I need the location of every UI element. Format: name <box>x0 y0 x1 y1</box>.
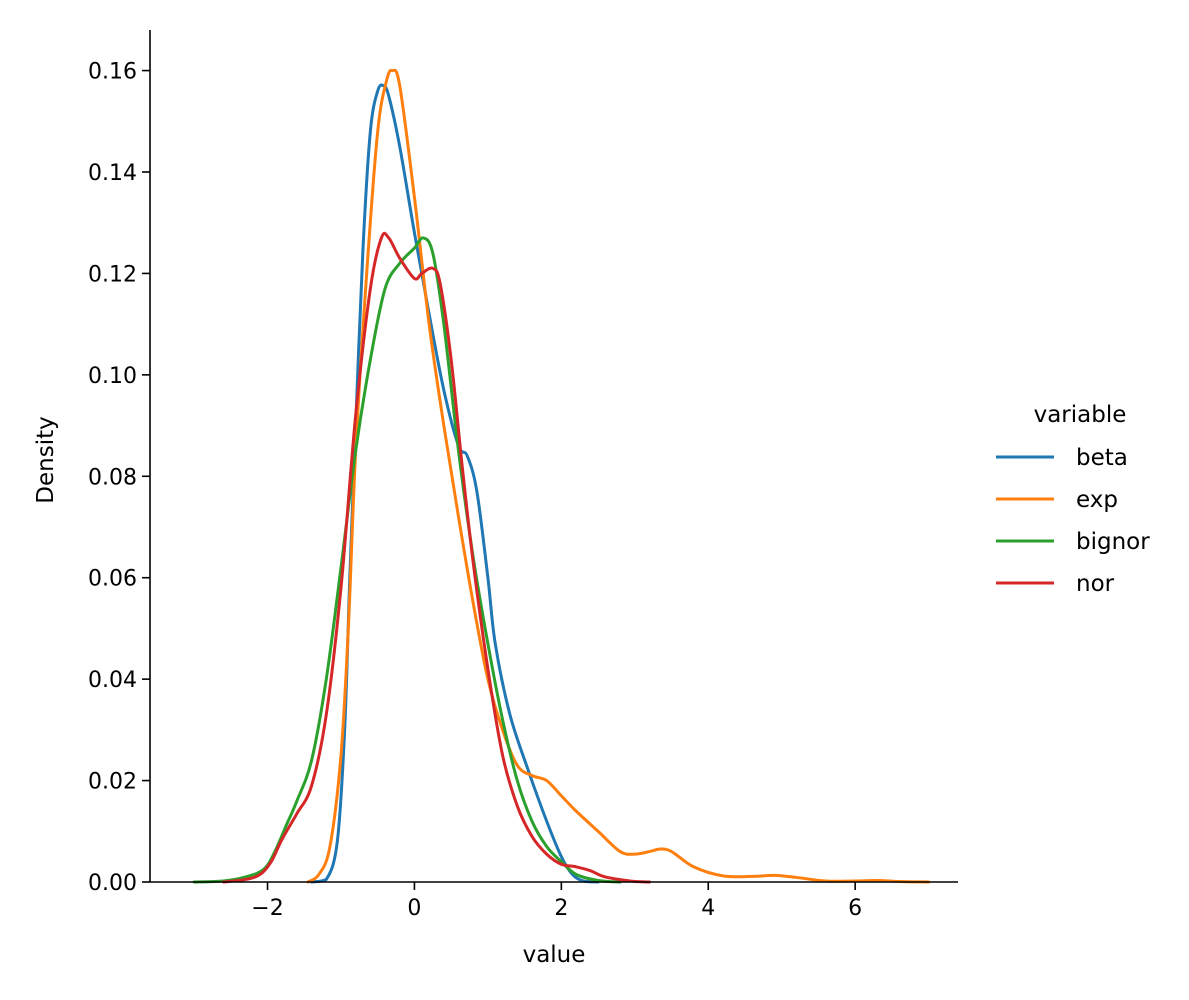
axes <box>149 30 958 883</box>
y-ticks: 0.00 0.02 0.04 0.06 0.08 0.10 0.12 0.14 0.16 <box>88 60 150 896</box>
x-tick-label: −2 <box>251 896 283 921</box>
legend-label-exp: exp <box>1076 487 1118 513</box>
y-tick-label: 0.10 <box>88 364 137 389</box>
legend-label-bignor: bignor <box>1076 529 1150 555</box>
y-axis-label: Density <box>33 416 59 503</box>
series-line-nor <box>221 231 651 884</box>
y-tick-label: 0.16 <box>88 60 137 85</box>
y-tick-label: 0.14 <box>88 161 137 186</box>
x-axis-label: value <box>523 942 586 968</box>
series-line-bignor <box>192 236 622 884</box>
x-tick-label: 2 <box>554 896 568 921</box>
legend-label-nor: nor <box>1076 571 1115 597</box>
legend: variable beta exp bignor nor <box>996 402 1150 597</box>
plot-lines <box>192 68 931 884</box>
series-line-exp <box>306 68 931 884</box>
legend-title: variable <box>1034 402 1127 428</box>
x-tick-label: 4 <box>701 896 715 921</box>
y-tick-label: 0.08 <box>88 465 137 490</box>
y-tick-label: 0.00 <box>88 871 137 896</box>
y-tick-label: 0.12 <box>88 262 137 287</box>
y-tick-label: 0.04 <box>88 668 137 693</box>
y-tick-label: 0.02 <box>88 770 137 795</box>
x-tick-label: 0 <box>407 896 421 921</box>
x-ticks: −2 0 2 4 6 <box>251 882 862 921</box>
y-tick-label: 0.06 <box>88 567 137 592</box>
legend-items: beta exp bignor nor <box>996 445 1150 597</box>
x-tick-label: 6 <box>848 896 862 921</box>
legend-label-beta: beta <box>1076 445 1128 471</box>
